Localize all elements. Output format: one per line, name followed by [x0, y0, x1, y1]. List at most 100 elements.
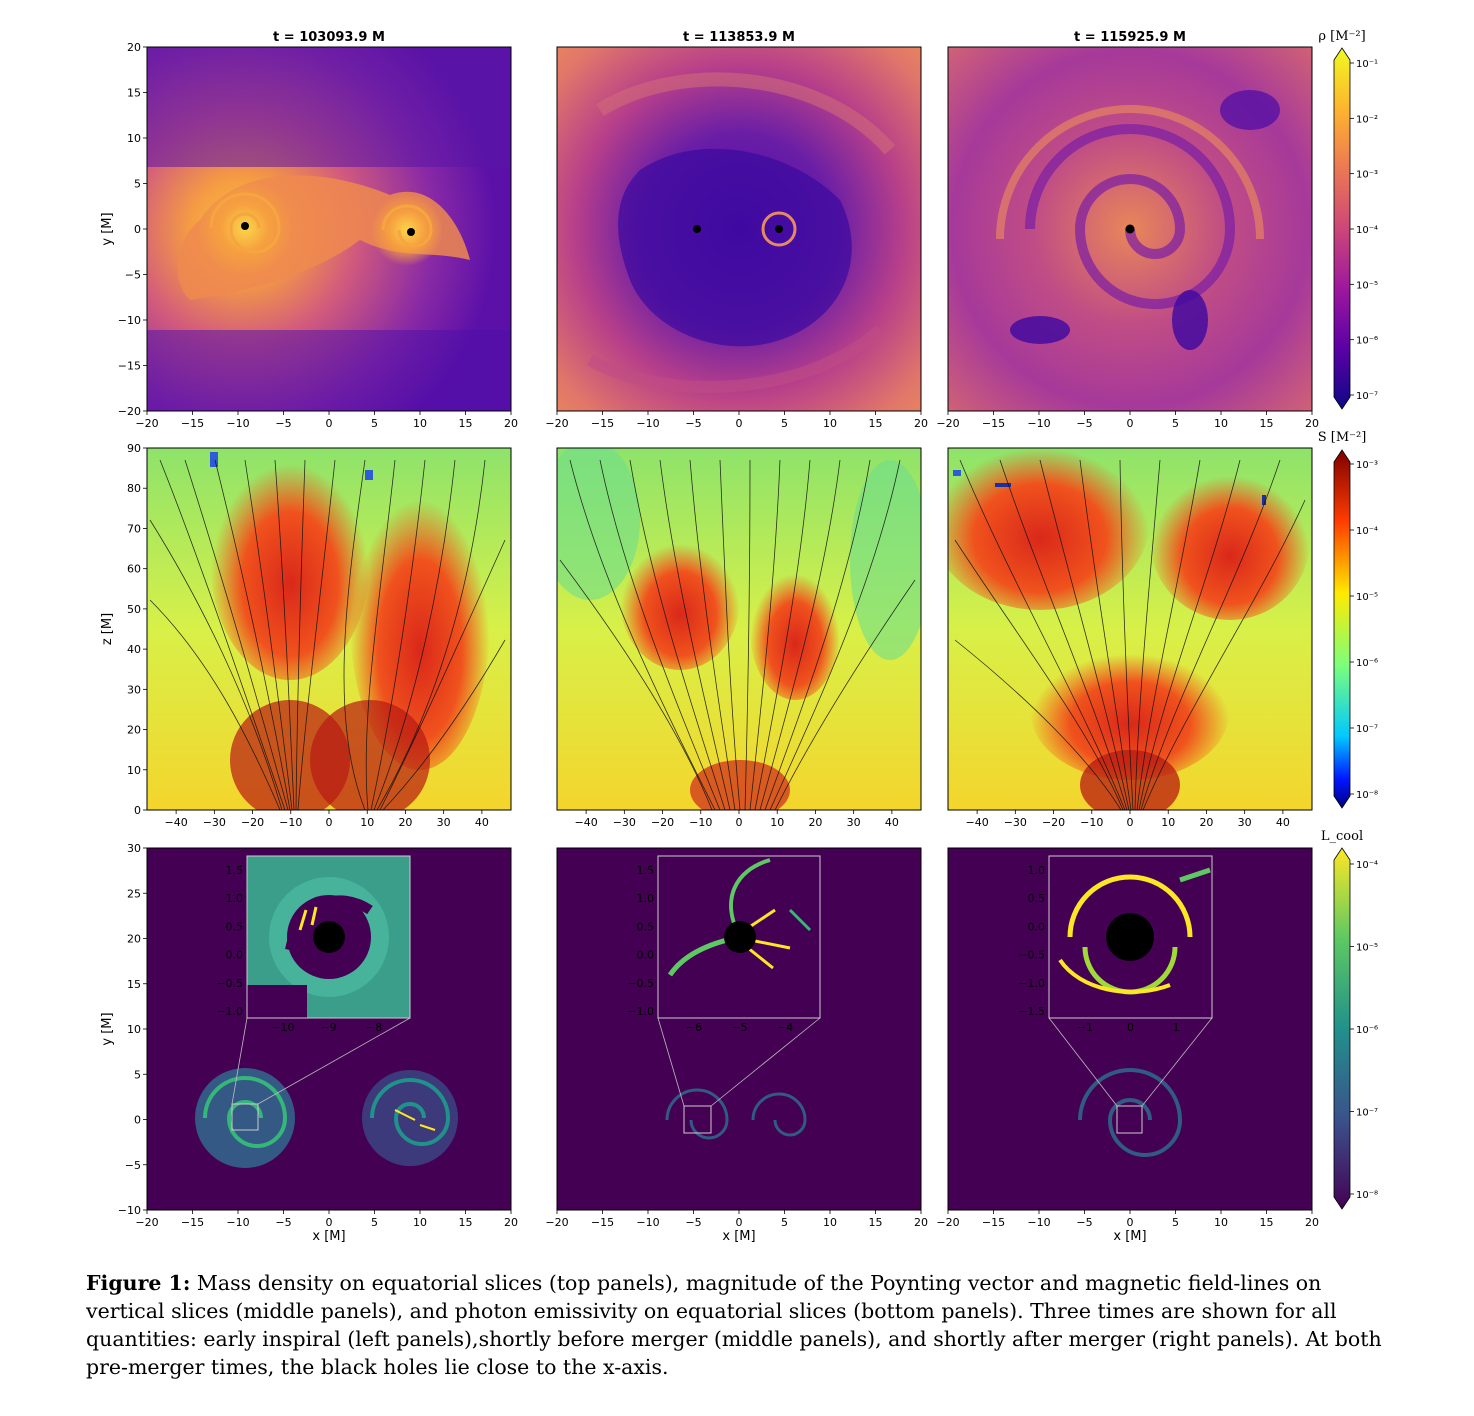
- x-tick-label: 0: [1127, 816, 1134, 829]
- colorbar-tick-label: 10⁻⁴: [1356, 225, 1378, 236]
- x-axis-label-3: x [M]: [1113, 1229, 1146, 1244]
- z-axis-label-row2: z [M]: [100, 613, 115, 645]
- y-tick-label: 20: [127, 933, 141, 946]
- inset-y-tick-label: 1.0: [637, 892, 655, 905]
- x-tick-label: −20: [1042, 816, 1065, 829]
- colorbar-tick-label: 10⁻⁷: [1356, 1108, 1378, 1119]
- panel-title-3: t = 115925.9 M: [1074, 30, 1186, 45]
- inset-x-tick-label: −1: [1077, 1021, 1093, 1034]
- y-tick-label: 5: [134, 178, 141, 191]
- colorbar-label-poynting: S [M⁻²]: [1318, 430, 1367, 445]
- y-tick-label: −15: [118, 360, 141, 373]
- x-tick-label: 10: [360, 816, 374, 829]
- y-tick-label: 40: [127, 643, 141, 656]
- colorbar-tick-label: 10⁻⁸: [1356, 1190, 1378, 1201]
- colorbar-tick-label: 10⁻⁴: [1356, 860, 1378, 871]
- x-tick-label: 30: [1238, 816, 1252, 829]
- inset-y-tick-label: −1.0: [1018, 977, 1045, 990]
- black-hole-marker: [693, 225, 701, 233]
- caption-text: Mass density on equatorial slices (top p…: [86, 1271, 1382, 1379]
- inset-y-tick-label: −1.0: [216, 1005, 243, 1018]
- x-tick-label: 15: [1260, 1216, 1274, 1229]
- y-tick-label: 30: [127, 683, 141, 696]
- x-tick-label: −20: [651, 816, 674, 829]
- panel-title-2: t = 113853.9 M: [683, 30, 795, 45]
- x-tick-label: 20: [1199, 816, 1213, 829]
- x-tick-label: 20: [914, 1216, 928, 1229]
- poynting-panel-3: [948, 448, 1312, 810]
- x-tick-label: −10: [226, 417, 249, 430]
- colorbar-tick-label: 10⁻⁷: [1356, 391, 1378, 402]
- x-tick-label: 5: [781, 417, 788, 430]
- x-tick-label: 15: [869, 1216, 883, 1229]
- x-tick-label: 30: [437, 816, 451, 829]
- x-tick-label: 15: [459, 417, 473, 430]
- figure-1: t = 103093.9 M t = 113853.9 M t = 115925…: [100, 29, 1378, 1244]
- x-tick-label: 15: [1260, 417, 1274, 430]
- emissivity-panel-1: [147, 848, 511, 1210]
- y-tick-label: −20: [118, 405, 141, 418]
- y-tick-label: 10: [127, 764, 141, 777]
- density-panel-1: [147, 47, 511, 411]
- zoom-box: [1116, 1105, 1143, 1134]
- inset-y-tick-label: 1.5: [226, 864, 244, 877]
- x-tick-label: −5: [1076, 1216, 1092, 1229]
- y-tick-label: −10: [118, 1204, 141, 1217]
- inset-x-tick-label: −8: [366, 1021, 382, 1034]
- inset-x-tick-label: −10: [271, 1021, 294, 1034]
- inset-y-tick-label: −0.5: [216, 977, 243, 990]
- x-tick-label: 15: [869, 417, 883, 430]
- x-tick-label: 10: [1214, 417, 1228, 430]
- x-tick-label: −30: [613, 816, 636, 829]
- x-tick-label: 20: [1305, 417, 1319, 430]
- x-tick-label: 40: [885, 816, 899, 829]
- x-tick-label: 5: [1172, 1216, 1179, 1229]
- inset-x-tick-label: 0: [1127, 1021, 1134, 1034]
- x-tick-label: 0: [736, 816, 743, 829]
- y-tick-label: 50: [127, 603, 141, 616]
- x-tick-label: 10: [770, 816, 784, 829]
- x-tick-label: −15: [591, 417, 614, 430]
- panel-title-1: t = 103093.9 M: [273, 30, 385, 45]
- y-tick-label: 0: [134, 1114, 141, 1127]
- y-tick-label: 20: [127, 724, 141, 737]
- inset-y-tick-label: 0.0: [637, 949, 655, 962]
- colorbar-tick-label: 10⁻⁶: [1356, 1025, 1378, 1036]
- x-tick-label: −20: [936, 417, 959, 430]
- x-tick-label: −5: [685, 1216, 701, 1229]
- x-tick-label: 15: [459, 1216, 473, 1229]
- x-tick-label: −10: [1027, 417, 1050, 430]
- x-tick-label: 10: [823, 1216, 837, 1229]
- colorbar-tick-label: 10⁻⁸: [1356, 790, 1378, 801]
- poynting-panel-2: [557, 448, 921, 810]
- x-tick-label: −10: [636, 1216, 659, 1229]
- colorbar-tick-label: 10⁻⁵: [1356, 592, 1378, 603]
- y-tick-label: 0: [134, 223, 141, 236]
- x-tick-label: 5: [371, 417, 378, 430]
- x-tick-label: −15: [982, 417, 1005, 430]
- inset-y-tick-label: 0.5: [637, 920, 655, 933]
- density-panel-3: [948, 47, 1312, 411]
- x-tick-label: −15: [181, 417, 204, 430]
- colorbar-tick-label: 10⁻⁷: [1356, 724, 1378, 735]
- inset-x-tick-label: −6: [686, 1021, 702, 1034]
- x-tick-label: 10: [1214, 1216, 1228, 1229]
- y-axis-label-row3: y [M]: [100, 1012, 115, 1045]
- x-tick-label: 10: [823, 417, 837, 430]
- inset-x-tick-label: −5: [731, 1021, 747, 1034]
- inset-y-tick-label: −1.0: [627, 1005, 654, 1018]
- colorbar-tick-label: 10⁻²: [1356, 114, 1378, 125]
- y-tick-label: 90: [127, 442, 141, 455]
- colorbar-tick-label: 10⁻⁵: [1356, 943, 1378, 954]
- x-tick-label: 0: [326, 816, 333, 829]
- x-tick-label: −15: [982, 1216, 1005, 1229]
- x-tick-label: −5: [275, 417, 291, 430]
- x-tick-label: 20: [808, 816, 822, 829]
- x-tick-label: −5: [275, 1216, 291, 1229]
- black-hole-marker: [407, 228, 415, 236]
- x-tick-label: 10: [413, 1216, 427, 1229]
- colorbar-tick-label: 10⁻⁴: [1356, 526, 1378, 537]
- density-panel-2: [557, 47, 921, 411]
- x-tick-label: 0: [326, 417, 333, 430]
- y-tick-label: 5: [134, 1068, 141, 1081]
